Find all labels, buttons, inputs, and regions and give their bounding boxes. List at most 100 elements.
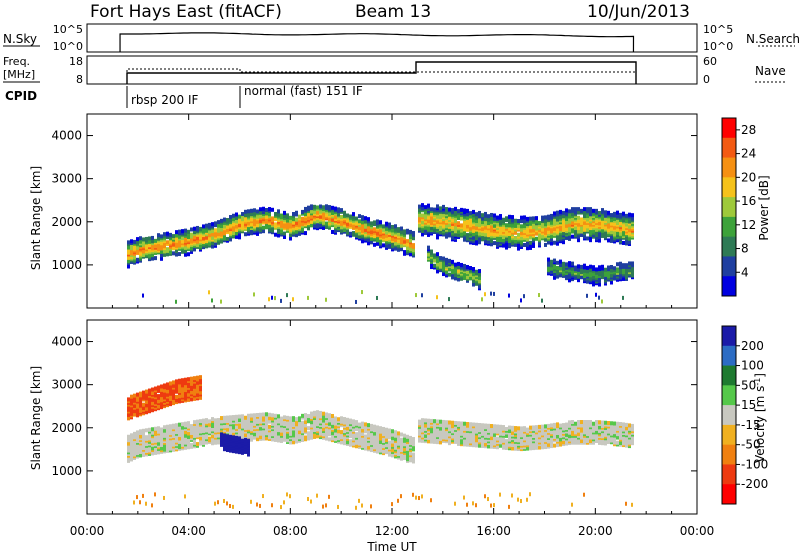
velocity-cell: [187, 445, 190, 450]
power-cell: [535, 226, 538, 231]
cpid-label: CPID: [5, 89, 37, 103]
power-cell: [598, 231, 601, 236]
velocity-cell: [298, 416, 301, 421]
power-cell: [580, 208, 583, 213]
velocity-cell: [193, 420, 196, 425]
velocity-cell: [511, 430, 514, 435]
velocity-cell: [139, 444, 142, 449]
velocity-cell: [397, 448, 400, 453]
velocity-cell: [184, 494, 186, 499]
velocity-cell: [232, 435, 235, 440]
power-cell: [373, 227, 376, 232]
power-cell: [523, 294, 525, 299]
velocity-cell: [331, 413, 334, 418]
power-cell: [595, 219, 598, 224]
velocity-cell: [400, 453, 403, 458]
velocity-cell: [448, 420, 451, 425]
power-cell: [427, 245, 430, 250]
power-cell: [271, 216, 274, 221]
velocity-cell: [304, 413, 307, 418]
power-cell: [283, 210, 286, 215]
power-cell: [361, 220, 364, 225]
power-cell: [214, 238, 217, 243]
power-cell: [313, 223, 316, 228]
velocity-cell: [469, 422, 472, 427]
power-cell: [421, 293, 423, 298]
power-cell: [394, 224, 397, 229]
power-cell: [244, 216, 247, 221]
power-cell: [508, 218, 511, 223]
velocity-cell: [475, 422, 478, 427]
velocity-cell: [571, 420, 574, 425]
power-cell: [151, 244, 154, 249]
velocity-cell: [316, 418, 319, 423]
power-cell: [166, 231, 169, 236]
power-cell: [607, 265, 610, 270]
power-cell: [178, 252, 181, 257]
power-cell: [574, 265, 577, 270]
power-cell: [376, 236, 379, 241]
velocity-cell: [397, 498, 399, 503]
power-cell: [505, 245, 508, 250]
power-cell: [289, 219, 292, 224]
velocity-cell: [211, 434, 214, 439]
velocity-cell: [511, 425, 514, 430]
velocity-cell: [418, 419, 421, 424]
velocity-cell: [142, 428, 145, 433]
power-cell: [613, 266, 616, 271]
power-cell: [226, 236, 229, 241]
velocity-cell: [319, 410, 322, 415]
velocity-cell: [556, 422, 559, 427]
power-cell: [604, 267, 607, 272]
velocity-cell: [262, 412, 265, 417]
power-cell: [436, 257, 439, 262]
power-cell: [481, 297, 483, 302]
velocity-cell: [331, 420, 334, 425]
velocity-cell: [175, 423, 178, 428]
velocity-cell: [247, 452, 250, 457]
velocity-cell: [334, 421, 337, 426]
power-cell: [223, 217, 226, 222]
power-cell: [211, 229, 214, 234]
power-cell: [616, 219, 619, 224]
velocity-cell: [385, 427, 388, 432]
power-cell: [373, 220, 376, 225]
power-cell: [556, 221, 559, 226]
power-cell: [466, 215, 469, 220]
power-cell: [619, 261, 622, 266]
velocity-cell: [175, 426, 178, 431]
freq-panel: Freq. [MHz] 18 8 60 0 Nave: [3, 55, 786, 86]
power-cell: [166, 252, 169, 257]
power-cell: [601, 228, 604, 233]
power-cell: [436, 235, 439, 240]
velocity-cell: [139, 401, 142, 406]
power-cell: [316, 205, 319, 210]
velocity-cell: [151, 446, 154, 451]
velocity-cell: [592, 425, 595, 430]
power-cell: [205, 223, 208, 228]
velocity-cell: [490, 436, 493, 441]
velocity-cell: [376, 435, 379, 440]
power-cell: [454, 232, 457, 237]
velocity-cell: [424, 418, 427, 423]
velocity-cell: [199, 385, 202, 390]
power-cell: [577, 219, 580, 224]
velocity-cell: [406, 455, 409, 460]
power-cell: [394, 227, 397, 232]
power-cell: [328, 205, 331, 210]
power-cell: [250, 222, 253, 227]
velocity-cell: [172, 432, 175, 437]
velocity-cell: [196, 375, 199, 380]
velocity-cell: [310, 420, 313, 425]
power-cell: [274, 296, 276, 301]
power-cell: [493, 213, 496, 218]
velocity-cell: [244, 444, 247, 449]
power-cell: [247, 226, 250, 231]
power-cell: [628, 261, 631, 266]
velocity-cell: [157, 394, 160, 399]
velocity-cell: [400, 432, 403, 437]
velocity-cell: [340, 433, 343, 438]
power-cell: [415, 293, 417, 298]
velocity-cell: [337, 434, 340, 439]
power-cell: [607, 210, 610, 215]
